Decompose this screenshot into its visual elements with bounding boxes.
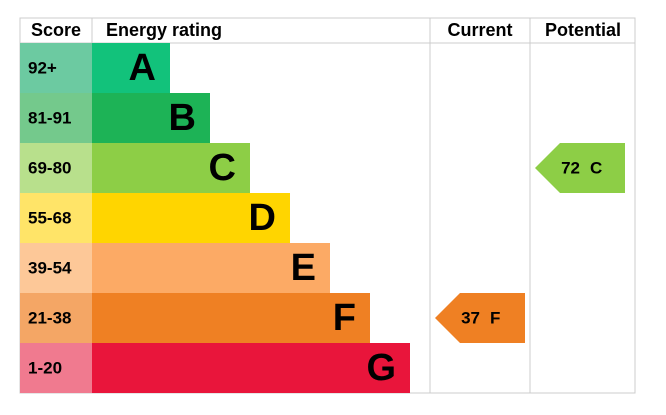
band-letter: G	[366, 347, 396, 389]
band-bar	[92, 293, 370, 343]
current-arrow	[435, 293, 525, 343]
score-range: 39-54	[28, 258, 72, 277]
band-letter: F	[333, 297, 356, 339]
current-value: 37	[461, 308, 480, 327]
score-cell	[20, 293, 92, 343]
current-letter: F	[490, 308, 500, 327]
score-range: 55-68	[28, 208, 71, 227]
band-bar	[92, 93, 210, 143]
band-letter: A	[129, 47, 156, 89]
band-bar	[92, 343, 410, 393]
score-cell	[20, 43, 92, 93]
band-bar	[92, 193, 290, 243]
score-range: 81-91	[28, 108, 71, 127]
band-letter: D	[249, 197, 276, 239]
band-letter: E	[291, 247, 316, 289]
score-cell	[20, 143, 92, 193]
score-cell	[20, 243, 92, 293]
rating-header: Energy rating	[106, 20, 222, 40]
band-letter: C	[209, 147, 236, 189]
score-cell	[20, 343, 92, 393]
potential-header: Potential	[545, 20, 621, 40]
score-range: 69-80	[28, 158, 71, 177]
score-cell	[20, 93, 92, 143]
band-bar	[92, 243, 330, 293]
score-header: Score	[31, 20, 81, 40]
current-header: Current	[447, 20, 512, 40]
score-range: 1-20	[28, 358, 62, 377]
band-letter: B	[169, 97, 196, 139]
potential-value: 72	[561, 158, 580, 177]
score-range: 21-38	[28, 308, 71, 327]
score-range: 92+	[28, 58, 57, 77]
potential-arrow	[535, 143, 625, 193]
potential-letter: C	[590, 158, 602, 177]
band-bar	[92, 143, 250, 193]
score-cell	[20, 193, 92, 243]
band-bar	[92, 43, 170, 93]
